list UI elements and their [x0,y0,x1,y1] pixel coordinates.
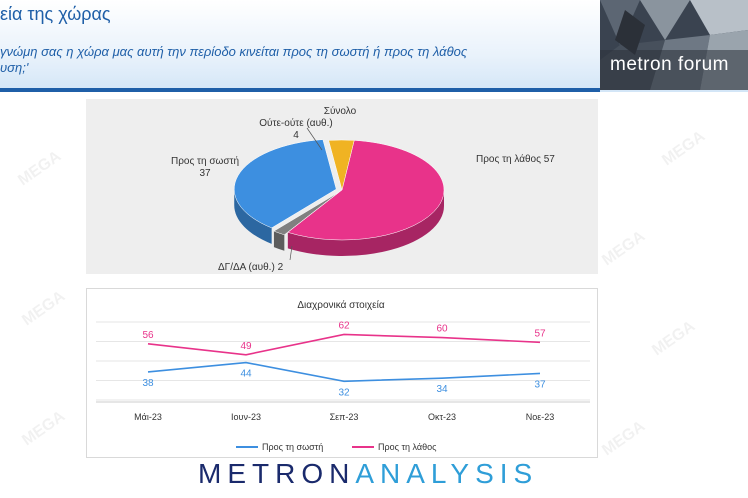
data-label: 44 [240,369,252,380]
leader-line-neither [306,127,323,151]
logo-text: metron forum [610,54,729,75]
x-tick-label: Νοε-23 [526,412,555,422]
brand-part-2: ANALYSIS [355,458,539,489]
leader-line-dk [289,245,293,261]
data-label: 38 [142,378,154,389]
series-line [147,333,541,356]
series-line [147,361,541,383]
survey-question: γνώμη σας η χώρα μας αυτή την περίοδο κι… [0,44,595,76]
x-tick-label: Σεπ-23 [330,412,359,422]
x-tick-label: Μάι-23 [134,412,162,422]
pie-title: Σύνολο [323,106,357,117]
pie-slice-side [273,231,285,251]
brand-part-1: METRON [198,458,356,489]
pie-label-neither-value: 4 [293,130,299,141]
data-label: 56 [142,330,154,341]
line-chart-panel [86,288,598,458]
metron-forum-logo [600,0,748,90]
data-label: 32 [338,387,350,398]
pie-slice [287,140,445,241]
pie-slice [273,192,339,236]
header-divider [0,88,600,92]
data-label: 37 [534,379,546,390]
pie-label-neither-name: Ούτε-ούτε (αυθ.) [259,118,333,129]
data-label: 34 [436,384,448,395]
page-title: εία της χώρας [0,4,111,24]
pie-slice [328,139,355,191]
x-tick-label: Ιουν-23 [231,412,261,422]
legend-label: Προς τη σωστή [262,442,323,452]
data-label: 62 [338,320,350,331]
legend-label: Προς τη λάθος [378,442,437,452]
logo-background-art [600,0,748,90]
data-label: 60 [436,324,448,335]
pie-label-right: Προς τη σωστή 37 [158,156,252,180]
question-line-2: υση;' [0,60,29,75]
pie-slice-side [234,189,272,244]
metron-analysis-brand: METRONANALYSIS [198,458,548,490]
pie-label-dk: ΔΓ/ΔΑ (αυθ.) 2 [218,262,284,273]
pie-label-right-value: 37 [199,168,211,179]
line-chart-title: Διαχρονικά στοιχεία [297,300,385,311]
question-line-1: γνώμη σας η χώρα μας αυτή την περίοδο κι… [0,44,468,59]
x-tick-label: Οκτ-23 [428,412,456,422]
pie-label-neither: Ούτε-ούτε (αυθ.) 4 [246,118,346,142]
pie-label-wrong: Προς τη λάθος 57 [476,154,555,165]
pie-label-right-name: Προς τη σωστή [170,156,240,167]
pie-slice [233,139,337,229]
data-label: 57 [534,328,546,339]
data-label: 49 [240,341,252,352]
